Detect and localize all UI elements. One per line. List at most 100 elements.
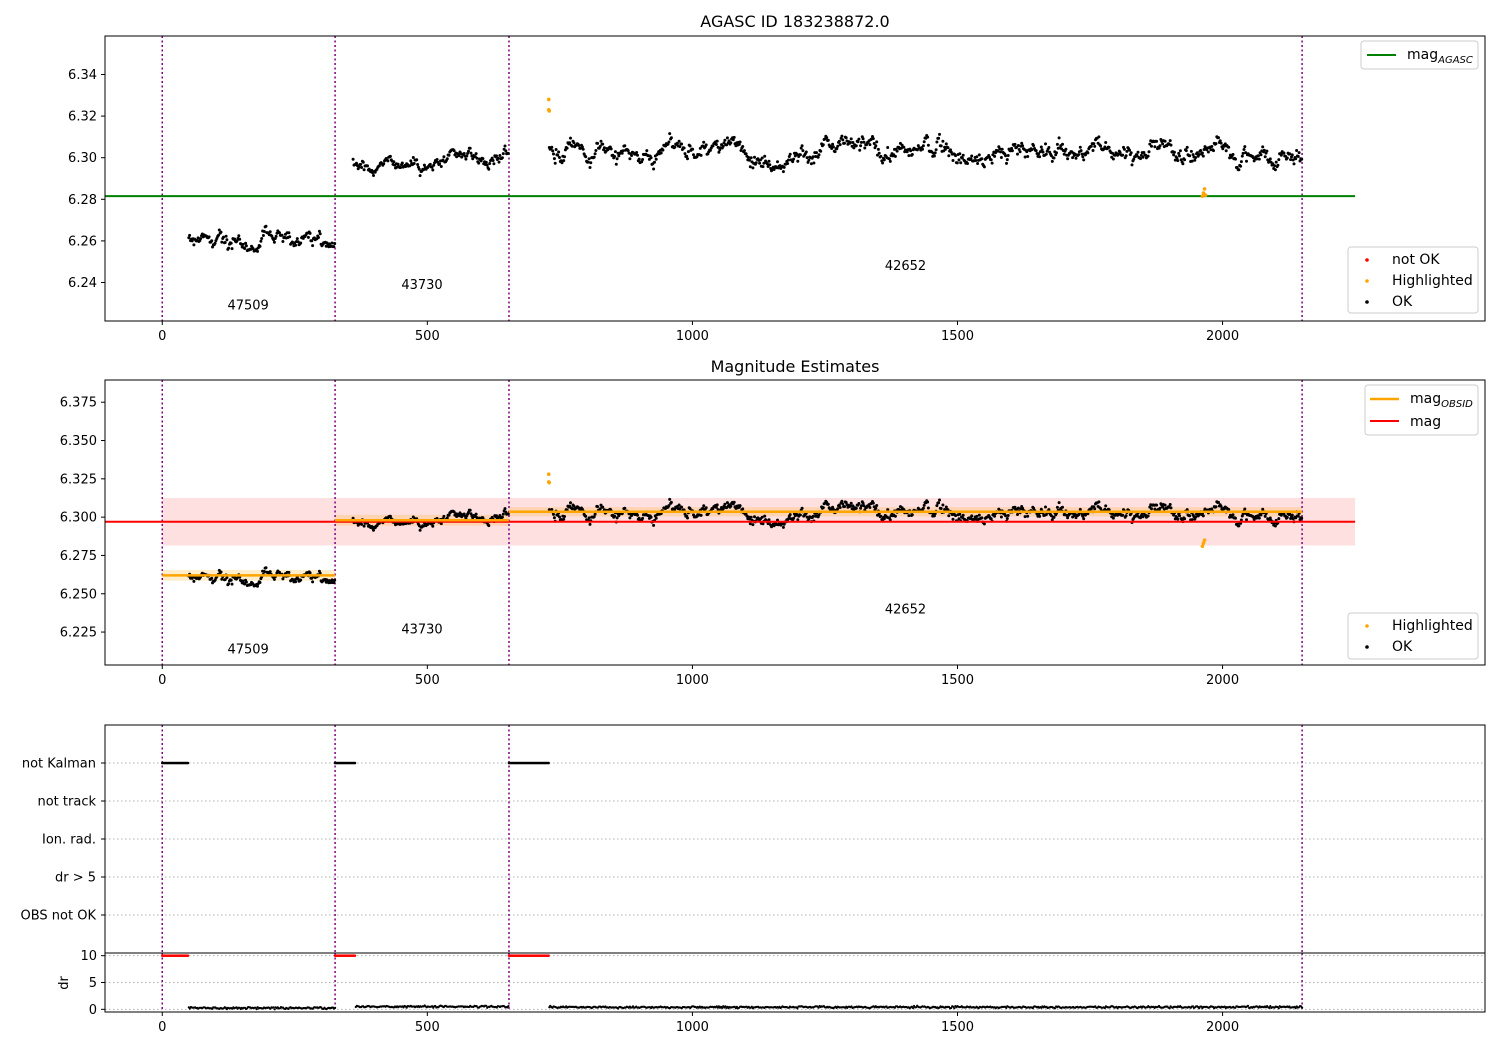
- data-point: [287, 570, 291, 574]
- data-point: [439, 165, 443, 168]
- data-point: [188, 233, 192, 237]
- data-point: [840, 134, 844, 138]
- legend-marker: [1365, 279, 1369, 283]
- data-point: [989, 517, 993, 521]
- data-point: [1190, 518, 1194, 522]
- highlighted-point: [546, 97, 551, 102]
- data-point: [1290, 513, 1294, 517]
- data-point: [939, 507, 943, 510]
- data-point: [1107, 145, 1111, 149]
- data-point: [1032, 144, 1036, 148]
- data-point: [781, 525, 785, 529]
- data-point: [723, 138, 727, 142]
- data-point: [729, 141, 733, 145]
- data-point: [1178, 154, 1181, 158]
- data-point: [652, 167, 656, 171]
- data-point: [268, 230, 272, 234]
- data-point: [941, 139, 945, 143]
- data-point: [481, 516, 485, 520]
- data-point: [1157, 146, 1161, 150]
- data-point: [1234, 157, 1237, 161]
- data-point: [787, 517, 790, 521]
- data-point: [654, 516, 658, 520]
- data-point: [569, 501, 572, 505]
- data-point: [863, 146, 867, 150]
- data-point: [418, 528, 422, 532]
- data-point: [1288, 152, 1292, 156]
- data-point: [495, 154, 498, 158]
- data-point: [1121, 513, 1125, 517]
- data-point: [723, 502, 727, 506]
- panel-2-title: Magnitude Estimates: [711, 357, 880, 376]
- data-point: [675, 141, 679, 145]
- legend-sub-agasc: AGASC: [1437, 55, 1473, 66]
- dr-point: [911, 1006, 915, 1010]
- data-point: [1021, 144, 1025, 148]
- data-point: [1241, 512, 1245, 516]
- data-point: [871, 137, 875, 141]
- data-point: [1074, 516, 1078, 520]
- data-point: [1194, 156, 1198, 160]
- data-point: [584, 514, 588, 518]
- data-point: [791, 160, 795, 164]
- highlighted-point: [1203, 193, 1208, 197]
- y-tick-label: 6.26: [68, 234, 97, 249]
- data-point: [819, 149, 823, 153]
- highlighted-point: [547, 480, 552, 485]
- data-point: [753, 515, 756, 519]
- data-point: [876, 147, 880, 151]
- legend-label-obsid: mag: [1410, 391, 1441, 407]
- data-point: [1189, 149, 1193, 153]
- data-point: [411, 156, 415, 159]
- data-point: [1168, 139, 1172, 143]
- data-point: [910, 513, 914, 517]
- data-point: [799, 146, 803, 150]
- data-point: [452, 149, 456, 153]
- data-point: [497, 160, 501, 164]
- data-point: [1146, 514, 1150, 518]
- data-point: [192, 579, 196, 583]
- data-point: [749, 515, 753, 519]
- data-point: [859, 140, 863, 144]
- data-point: [1055, 151, 1058, 155]
- data-point: [1292, 162, 1296, 166]
- data-point: [1104, 141, 1108, 144]
- data-point: [741, 145, 745, 148]
- data-point: [758, 161, 762, 165]
- data-point: [854, 506, 858, 510]
- data-point: [874, 506, 878, 510]
- data-point: [939, 144, 943, 148]
- y-tick-label: 6.325: [60, 472, 97, 487]
- data-point: [993, 514, 997, 518]
- data-point: [841, 502, 845, 506]
- data-point: [739, 149, 743, 152]
- data-point: [474, 152, 478, 156]
- data-point: [264, 566, 268, 570]
- data-point: [621, 149, 625, 153]
- data-point: [462, 152, 466, 155]
- data-point: [934, 148, 938, 152]
- data-point: [503, 507, 507, 511]
- data-point: [599, 139, 603, 143]
- data-point: [932, 514, 936, 518]
- data-point: [1044, 505, 1047, 509]
- data-point: [702, 140, 706, 144]
- data-point: [954, 154, 958, 158]
- data-point: [1052, 156, 1056, 160]
- dr-point: [1301, 1006, 1304, 1009]
- panel-dr: 0 500 1000 1500 2000 0 5 10 dr: [57, 949, 1486, 1035]
- data-point: [763, 154, 767, 158]
- data-point: [460, 155, 464, 159]
- data-point: [1296, 155, 1300, 158]
- data-point: [857, 137, 861, 141]
- data-point: [1034, 149, 1038, 153]
- data-point: [609, 147, 613, 151]
- data-point: [1039, 145, 1043, 149]
- data-point: [1016, 152, 1019, 156]
- flag-category-label: OBS not OK: [21, 909, 97, 924]
- data-point: [1183, 517, 1187, 521]
- data-point: [938, 132, 941, 136]
- data-point: [1291, 158, 1295, 162]
- data-point: [233, 237, 237, 241]
- data-point: [787, 155, 791, 158]
